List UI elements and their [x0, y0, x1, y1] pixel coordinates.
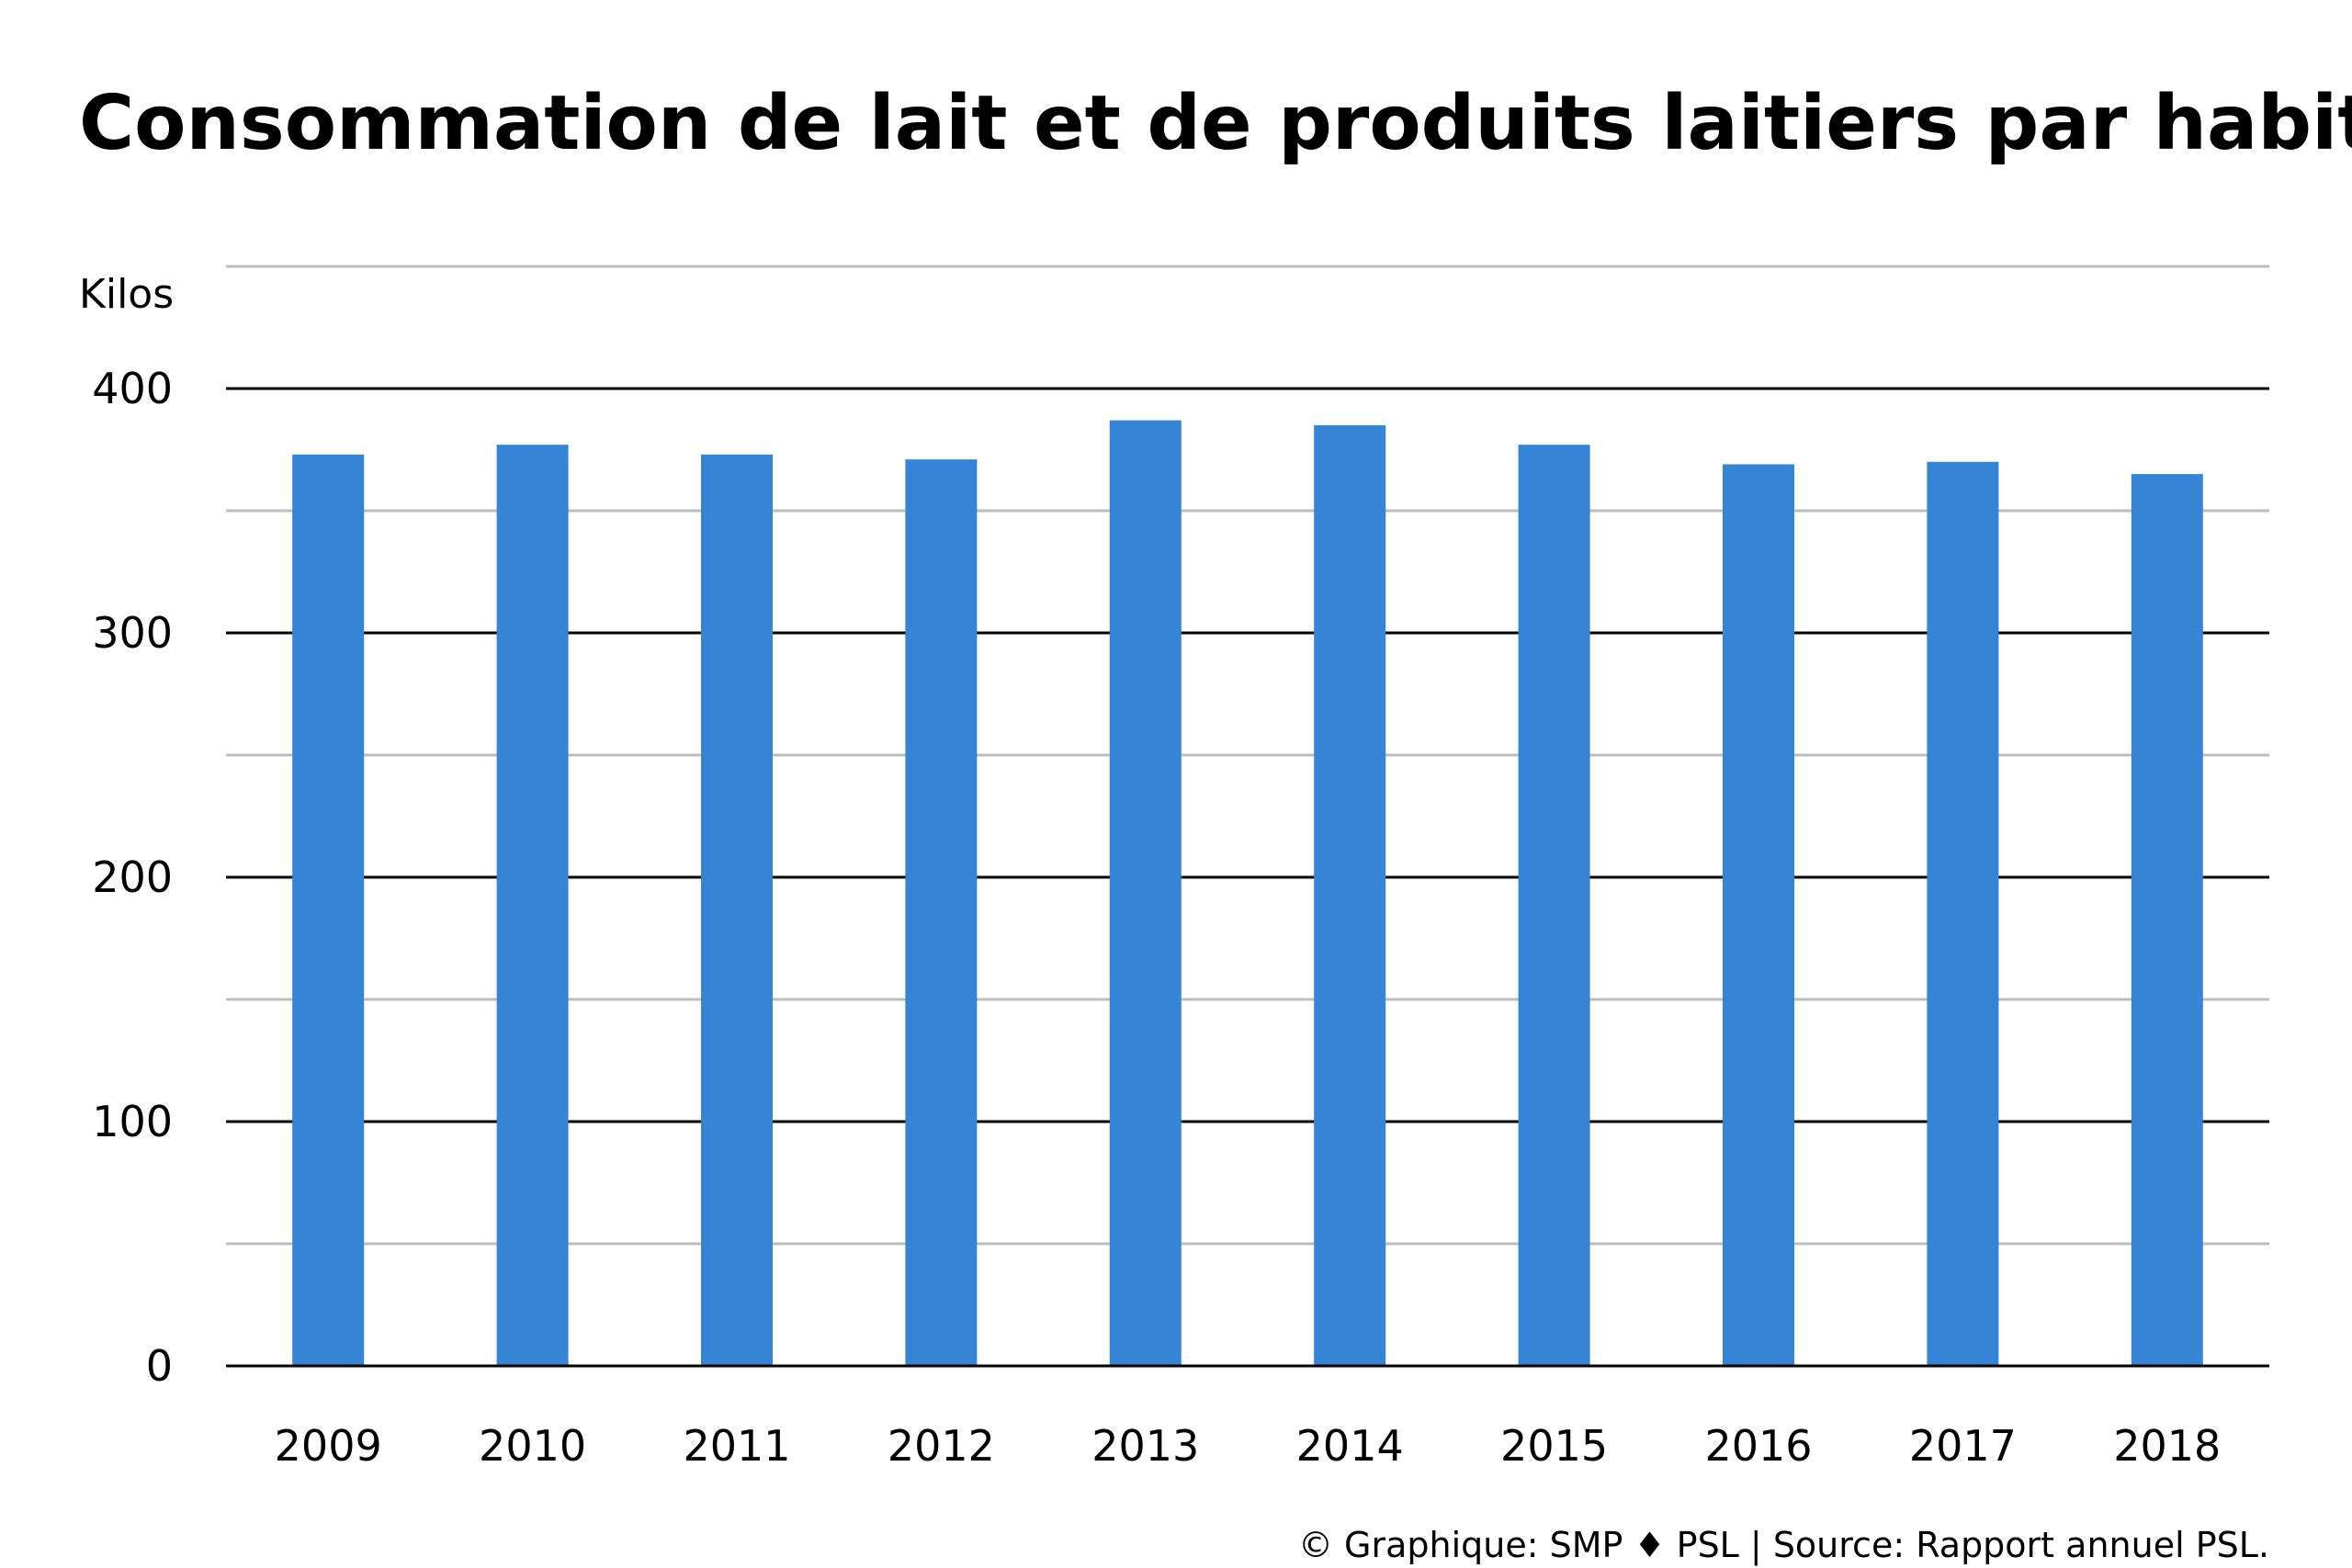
x-tick-label: 2018 — [2113, 1421, 2221, 1471]
x-tick-label: 2015 — [1500, 1421, 1608, 1471]
bar-2010 — [496, 445, 569, 1366]
x-tick-label: 2014 — [1296, 1421, 1404, 1471]
bar-2011 — [701, 454, 773, 1366]
source-note: © Graphique: SMP ♦ PSL | Source: Rapport… — [1298, 1525, 2269, 1566]
chart-title: Consommation de lait et de produits lait… — [79, 80, 2352, 167]
y-tick-label: 400 — [92, 364, 173, 413]
x-tick-label: 2012 — [888, 1421, 995, 1471]
y-tick-label: 100 — [92, 1097, 173, 1146]
bar-2009 — [292, 454, 365, 1366]
x-tick-label: 2010 — [479, 1421, 586, 1471]
y-axis-unit-label: Kilos — [79, 271, 174, 318]
bar-2017 — [1927, 461, 1999, 1366]
bar-2012 — [905, 459, 978, 1366]
y-tick-label: 0 — [146, 1341, 173, 1391]
x-tick-label: 2009 — [275, 1421, 382, 1471]
x-tick-label: 2016 — [1704, 1421, 1812, 1471]
bar-2014 — [1314, 424, 1386, 1366]
x-tick-label: 2017 — [1909, 1421, 2017, 1471]
bar-2013 — [1109, 420, 1182, 1367]
y-tick-label: 200 — [92, 852, 173, 902]
y-tick-label: 300 — [92, 608, 173, 658]
x-tick-labels: 2009 2010 2011 2012 2013 2014 2015 2016 2017 2018 — [275, 1421, 2222, 1471]
x-tick-label: 2013 — [1091, 1421, 1199, 1471]
x-tick-label: 2011 — [683, 1421, 790, 1471]
bar-2015 — [1518, 445, 1590, 1366]
bars — [292, 420, 2203, 1367]
bar-2018 — [2131, 474, 2203, 1366]
y-tick-labels: 0 100 200 300 400 — [92, 364, 173, 1391]
bar-2016 — [1723, 464, 1794, 1367]
